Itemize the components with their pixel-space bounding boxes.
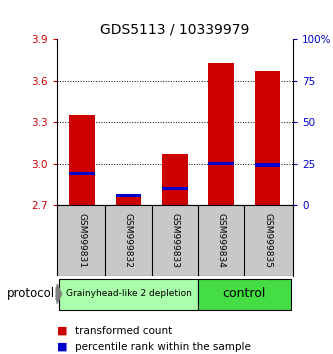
Text: percentile rank within the sample: percentile rank within the sample bbox=[75, 342, 251, 352]
Bar bbox=[162, 154, 187, 205]
Text: GSM999832: GSM999832 bbox=[124, 213, 133, 268]
Bar bbox=[255, 71, 280, 205]
Text: GSM999834: GSM999834 bbox=[217, 213, 226, 268]
FancyArrow shape bbox=[56, 284, 62, 304]
Text: Grainyhead-like 2 depletion: Grainyhead-like 2 depletion bbox=[66, 289, 191, 298]
Bar bbox=[116, 196, 141, 205]
Bar bbox=[255, 164, 280, 167]
Text: protocol: protocol bbox=[7, 287, 55, 300]
Text: transformed count: transformed count bbox=[75, 326, 172, 336]
Bar bbox=[208, 63, 234, 205]
Text: ■: ■ bbox=[57, 326, 67, 336]
Text: GSM999831: GSM999831 bbox=[78, 213, 87, 268]
Title: GDS5113 / 10339979: GDS5113 / 10339979 bbox=[100, 22, 249, 36]
Bar bbox=[69, 172, 95, 175]
Bar bbox=[59, 279, 198, 310]
Bar bbox=[116, 194, 141, 197]
Bar bbox=[162, 187, 187, 190]
Text: GSM999833: GSM999833 bbox=[170, 213, 179, 268]
Bar bbox=[198, 279, 291, 310]
Text: GSM999835: GSM999835 bbox=[263, 213, 272, 268]
Text: ■: ■ bbox=[57, 342, 67, 352]
Bar bbox=[69, 115, 95, 205]
Text: control: control bbox=[223, 287, 266, 300]
Bar bbox=[208, 162, 234, 165]
